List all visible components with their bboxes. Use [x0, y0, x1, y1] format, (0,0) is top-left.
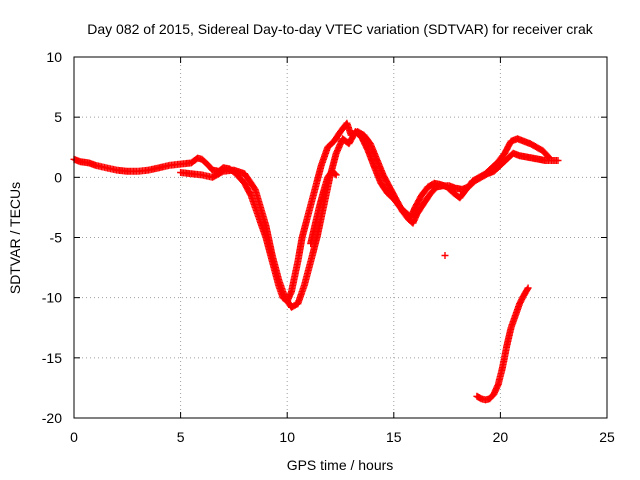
x-tick-label: 0	[70, 429, 78, 445]
x-axis-label: GPS time / hours	[287, 457, 394, 473]
chart-title: Day 082 of 2015, Sidereal Day-to-day VTE…	[87, 21, 593, 37]
main-trace-a-point	[554, 157, 562, 164]
grid	[74, 57, 607, 418]
secondary-branch-point	[332, 171, 340, 179]
y-tick-label: -15	[42, 350, 62, 366]
y-tick-label: -20	[42, 410, 62, 426]
main-trace-b-point	[545, 154, 553, 162]
x-tick-label: 25	[599, 429, 615, 445]
low-trace-point	[524, 284, 532, 292]
plot-area-border	[73, 56, 608, 419]
y-tick-label: -5	[50, 230, 63, 246]
secondary-branch-point	[331, 170, 339, 178]
y-tick-label: 5	[54, 109, 62, 125]
y-tick-label: 10	[46, 49, 62, 65]
axes: 0 5 10 15 20 25 -20 -15 -10 -5 0 5 10	[42, 49, 615, 445]
x-tick-label: 5	[177, 429, 185, 445]
y-tick-label: -10	[42, 290, 62, 306]
main-trace-b-point	[545, 153, 552, 161]
y-tick-label: 0	[54, 169, 62, 185]
isolated-point-point	[441, 252, 449, 259]
x-tick-label: 20	[493, 429, 509, 445]
y-axis-label: SDTVAR / TECUs	[7, 182, 23, 294]
x-tick-label: 10	[279, 429, 295, 445]
data-points	[70, 119, 562, 404]
x-tick-label: 15	[386, 429, 402, 445]
